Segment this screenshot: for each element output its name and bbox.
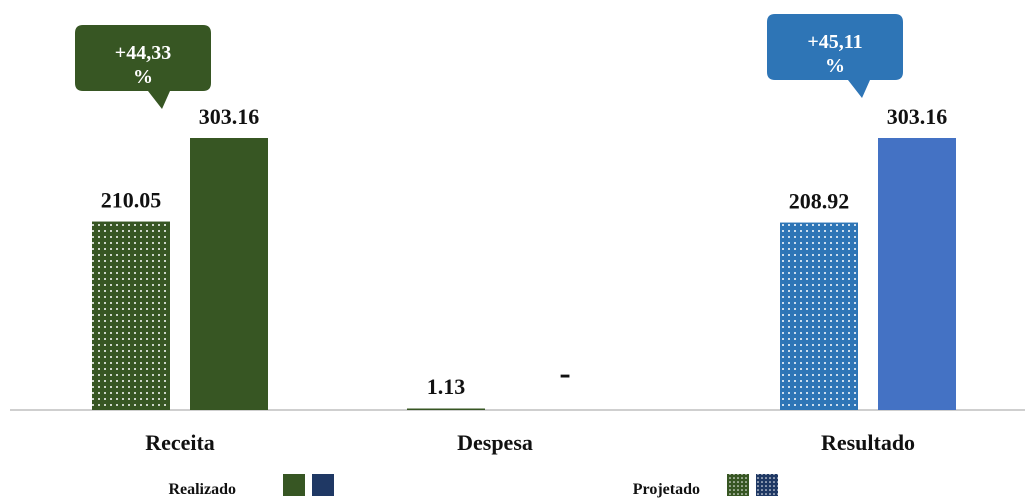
legend-label-realizado: Realizado	[168, 481, 236, 498]
callout-bubble-resultado	[767, 14, 903, 98]
category-label-resultado: Resultado	[821, 430, 915, 455]
bar-projetado-resultado	[780, 222, 858, 410]
callout-receita: +44,33%	[75, 25, 211, 109]
callout-resultado: +45,11%	[767, 14, 903, 98]
callout-percent-resultado: %	[825, 55, 845, 77]
callout-percent-receita: %	[133, 66, 153, 88]
bar-realizado-resultado	[878, 138, 956, 410]
category-label-despesa: Despesa	[457, 430, 533, 455]
value-label-projetado-despesa: 1.13	[427, 374, 466, 399]
value-label-projetado-resultado: 208.92	[789, 189, 850, 214]
bar-realizado-receita	[190, 138, 268, 410]
value-label-projetado-receita: 210.05	[101, 188, 162, 213]
callout-value-receita: +44,33	[115, 42, 171, 64]
legend-swatch-projetado-blue	[756, 474, 778, 496]
legend-swatch-projetado-green	[727, 474, 749, 496]
legend-label-projetado: Projetado	[633, 481, 700, 498]
category-label-receita: Receita	[145, 430, 215, 455]
legend-swatch-realizado-blue	[312, 474, 334, 496]
callout-value-resultado: +45,11	[807, 31, 862, 53]
callout-bubble-receita	[75, 25, 211, 109]
value-label-realizado-resultado: 303.16	[887, 104, 948, 129]
legend-swatch-realizado-green	[283, 474, 305, 496]
value-label-realizado-despesa: -	[559, 355, 570, 392]
bar-projetado-despesa	[407, 408, 485, 410]
bar-projetado-receita	[92, 221, 170, 410]
value-label-realizado-receita: 303.16	[199, 104, 260, 129]
